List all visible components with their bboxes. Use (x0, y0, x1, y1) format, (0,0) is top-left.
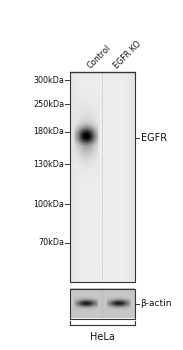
Text: β-actin: β-actin (141, 299, 172, 308)
Bar (70, 72, 135, 282)
Text: 180kDa: 180kDa (33, 127, 64, 136)
Text: HeLa: HeLa (90, 332, 114, 343)
Text: 70kDa: 70kDa (38, 238, 64, 247)
Text: 250kDa: 250kDa (33, 100, 64, 109)
Text: EGFR KO: EGFR KO (112, 39, 143, 70)
Text: 100kDa: 100kDa (33, 199, 64, 209)
Text: Control: Control (86, 43, 113, 70)
Text: 130kDa: 130kDa (33, 160, 64, 169)
Text: 300kDa: 300kDa (33, 76, 64, 85)
Text: EGFR: EGFR (141, 133, 167, 143)
Bar (70, 289, 135, 318)
